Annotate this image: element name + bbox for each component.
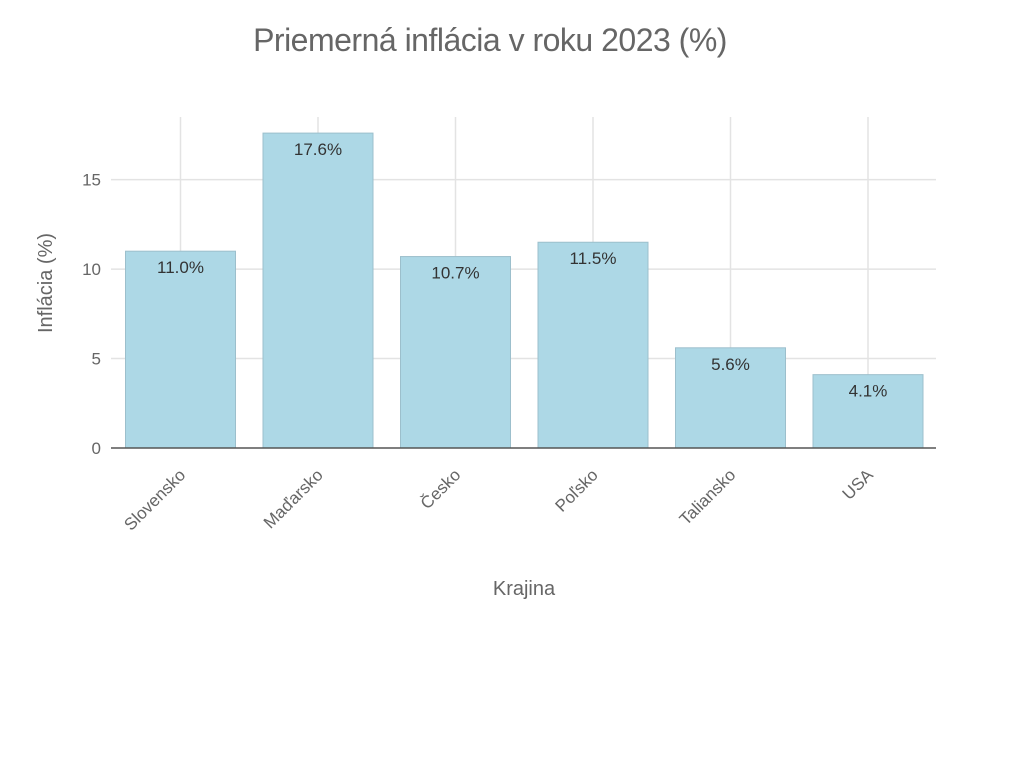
bar xyxy=(125,250,236,449)
x-tick-label: USA xyxy=(839,465,878,504)
bar xyxy=(537,241,649,449)
bar-value-label: 11.5% xyxy=(570,249,617,268)
x-tick-label: Slovensko xyxy=(120,465,189,534)
x-tick-label: Taliansko xyxy=(676,465,740,529)
y-tick-label: 10 xyxy=(82,260,101,279)
chart-title: Priemerná inflácia v roku 2023 (%) xyxy=(253,22,727,58)
y-axis-ticks: 0 5 10 15 xyxy=(82,171,101,458)
y-tick-label: 0 xyxy=(92,439,101,458)
y-tick-label: 5 xyxy=(92,350,101,369)
bar-value-label: 17.6% xyxy=(294,140,342,159)
bar-value-label: 11.0% xyxy=(157,258,204,277)
y-axis-title: Inflácia (%) xyxy=(35,233,57,333)
x-tick-label: Česko xyxy=(417,465,465,513)
x-axis-title: Krajina xyxy=(493,578,556,600)
x-tick-label: Poľsko xyxy=(551,465,601,515)
bar-value-label: 5.6% xyxy=(711,355,750,374)
bar-value-label: 4.1% xyxy=(849,382,888,401)
bars xyxy=(125,132,924,449)
bar-value-labels: 11.0% 17.6% 10.7% 11.5% 5.6% 4.1% xyxy=(157,140,887,401)
bar xyxy=(400,256,511,449)
bar xyxy=(812,374,924,449)
bar-value-label: 10.7% xyxy=(431,264,479,283)
bar xyxy=(262,132,374,449)
x-axis-ticks: Slovensko Maďarsko Česko Poľsko Taliansko USA xyxy=(120,465,877,534)
y-tick-label: 15 xyxy=(82,171,101,190)
x-tick-label: Maďarsko xyxy=(260,465,327,532)
